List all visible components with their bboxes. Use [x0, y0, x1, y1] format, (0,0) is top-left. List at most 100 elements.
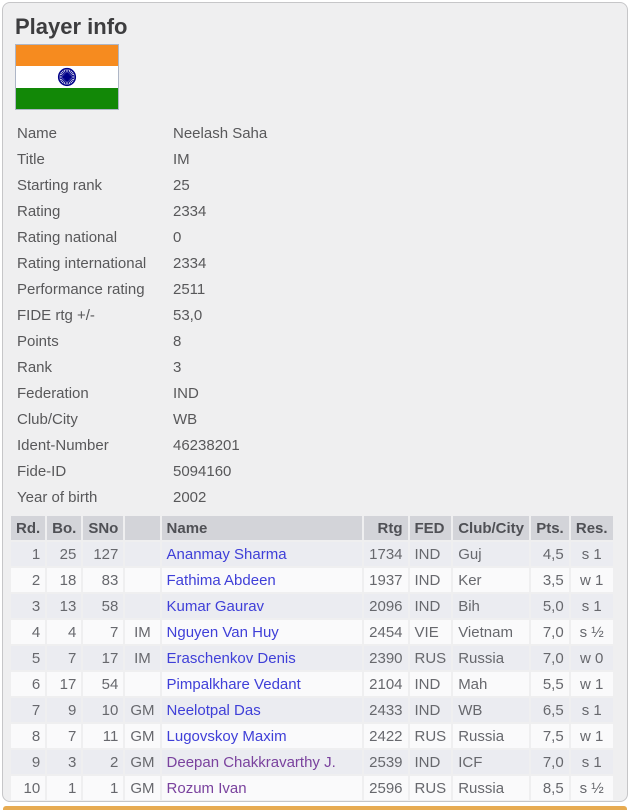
info-value: 2511	[173, 280, 206, 298]
cell-res: w 1	[570, 724, 613, 748]
info-value: IM	[173, 150, 190, 168]
cell-name: Ananmay Sharma	[161, 542, 362, 566]
info-label: Rating international	[17, 254, 147, 272]
cell-rd: 1	[11, 542, 46, 566]
cell-rd: 2	[11, 568, 46, 592]
header-bo: Bo.	[47, 516, 82, 540]
cell-sno: 2	[83, 750, 124, 774]
table-row: 10 1 1 GM Rozum Ivan 2596 RUS Russia 8,5…	[11, 776, 613, 800]
cell-bo: 1	[47, 776, 82, 800]
header-club-city: Club/City	[453, 516, 530, 540]
cell-rd: 6	[11, 672, 46, 696]
cell-name: Lugovskoy Maxim	[161, 724, 362, 748]
table-row: 3 13 58 Kumar Gaurav 2096 IND Bih 5,0 s …	[11, 594, 613, 618]
table-row: 6 17 54 Pimpalkhare Vedant 2104 IND Mah …	[11, 672, 613, 696]
cell-bo: 3	[47, 750, 82, 774]
cell-name: Eraschenkov Denis	[161, 646, 362, 670]
cell-name: Kumar Gaurav	[161, 594, 362, 618]
player-link[interactable]: Rozum Ivan	[166, 779, 247, 797]
cell-sno: 17	[83, 646, 124, 670]
cell-rtg: 2104	[363, 672, 408, 696]
player-link[interactable]: Kumar Gaurav	[166, 597, 265, 615]
cell-title: IM	[125, 620, 160, 644]
info-value: WB	[173, 410, 198, 428]
info-label: Name	[17, 124, 58, 142]
player-link[interactable]: Eraschenkov Denis	[166, 649, 296, 667]
info-row-year-of-birth: Year of birth 2002	[3, 484, 627, 510]
india-flag	[15, 44, 119, 110]
cell-name: Deepan Chakkravarthy J.	[161, 750, 362, 774]
info-label: Rank	[17, 358, 53, 376]
cell-bo: 9	[47, 698, 82, 722]
cell-rtg: 1734	[363, 542, 408, 566]
player-link[interactable]: Lugovskoy Maxim	[166, 727, 287, 745]
info-label: Fide-ID	[17, 462, 67, 480]
cell-bo: 4	[47, 620, 82, 644]
cell-rtg: 1937	[363, 568, 408, 592]
header-sno: SNo	[83, 516, 124, 540]
header-res: Res.	[570, 516, 613, 540]
cell-club-city: Russia	[453, 646, 530, 670]
table-row: 1 25 127 Ananmay Sharma 1734 IND Guj 4,5…	[11, 542, 613, 566]
cell-pts: 7,0	[531, 750, 569, 774]
info-value: 5094160	[173, 462, 232, 480]
info-row-rating-national: Rating national 0	[3, 224, 627, 250]
info-value: 46238201	[173, 436, 240, 454]
info-label: Federation	[17, 384, 89, 402]
player-link[interactable]: Neelotpal Das	[166, 701, 261, 719]
cell-club-city: WB	[453, 698, 530, 722]
cell-title: GM	[125, 724, 160, 748]
cell-res: s ½	[570, 620, 613, 644]
next-section-top-edge	[3, 806, 627, 810]
table-row: 7 9 10 GM Neelotpal Das 2433 IND WB 6,5 …	[11, 698, 613, 722]
cell-res: w 1	[570, 672, 613, 696]
player-link[interactable]: Nguyen Van Huy	[166, 623, 279, 641]
cell-name: Pimpalkhare Vedant	[161, 672, 362, 696]
flag-green-stripe	[16, 87, 118, 109]
info-row-club-city: Club/City WB	[3, 406, 627, 432]
cell-pts: 5,5	[531, 672, 569, 696]
info-value: 2334	[173, 202, 207, 220]
info-label: Ident-Number	[17, 436, 109, 454]
info-value: 2002	[173, 488, 207, 506]
player-link[interactable]: Pimpalkhare Vedant	[166, 675, 301, 693]
info-row-points: Points 8	[3, 328, 627, 354]
rounds-results-table: Rd. Bo. SNo Name Rtg FED Club/City Pts. …	[9, 514, 615, 801]
info-row-ident-number: Ident-Number 46238201	[3, 432, 627, 458]
info-label: FIDE rtg +/-	[17, 306, 95, 324]
cell-title	[125, 568, 160, 592]
cell-res: w 0	[570, 646, 613, 670]
cell-bo: 13	[47, 594, 82, 618]
cell-rd: 8	[11, 724, 46, 748]
cell-sno: 7	[83, 620, 124, 644]
info-label: Points	[17, 332, 59, 350]
cell-fed: IND	[409, 568, 452, 592]
cell-name: Fathima Abdeen	[161, 568, 362, 592]
cell-title	[125, 542, 160, 566]
info-label: Year of birth	[17, 488, 98, 506]
cell-res: s 1	[570, 750, 613, 774]
cell-fed: IND	[409, 672, 452, 696]
cell-res: s 1	[570, 594, 613, 618]
header-fed: FED	[409, 516, 452, 540]
cell-pts: 7,5	[531, 724, 569, 748]
table-row: 5 7 17 IM Eraschenkov Denis 2390 RUS Rus…	[11, 646, 613, 670]
info-row-fide-rtg: FIDE rtg +/- 53,0	[3, 302, 627, 328]
info-label: Starting rank	[17, 176, 103, 194]
cell-name: Neelotpal Das	[161, 698, 362, 722]
cell-pts: 5,0	[531, 594, 569, 618]
info-row-fide-id: Fide-ID 5094160	[3, 458, 627, 484]
cell-fed: VIE	[409, 620, 452, 644]
cell-club-city: Vietnam	[453, 620, 530, 644]
info-label: Performance rating	[17, 280, 145, 298]
table-header-row: Rd. Bo. SNo Name Rtg FED Club/City Pts. …	[11, 516, 613, 540]
cell-bo: 25	[47, 542, 82, 566]
player-link[interactable]: Fathima Abdeen	[166, 571, 276, 589]
player-link[interactable]: Ananmay Sharma	[166, 545, 287, 563]
page-title: Player info	[15, 14, 128, 39]
info-value: 53,0	[173, 306, 203, 324]
player-link[interactable]: Deepan Chakkravarthy J.	[166, 753, 336, 771]
cell-rtg: 2422	[363, 724, 408, 748]
header-rd: Rd.	[11, 516, 46, 540]
info-row-rank: Rank 3	[3, 354, 627, 380]
